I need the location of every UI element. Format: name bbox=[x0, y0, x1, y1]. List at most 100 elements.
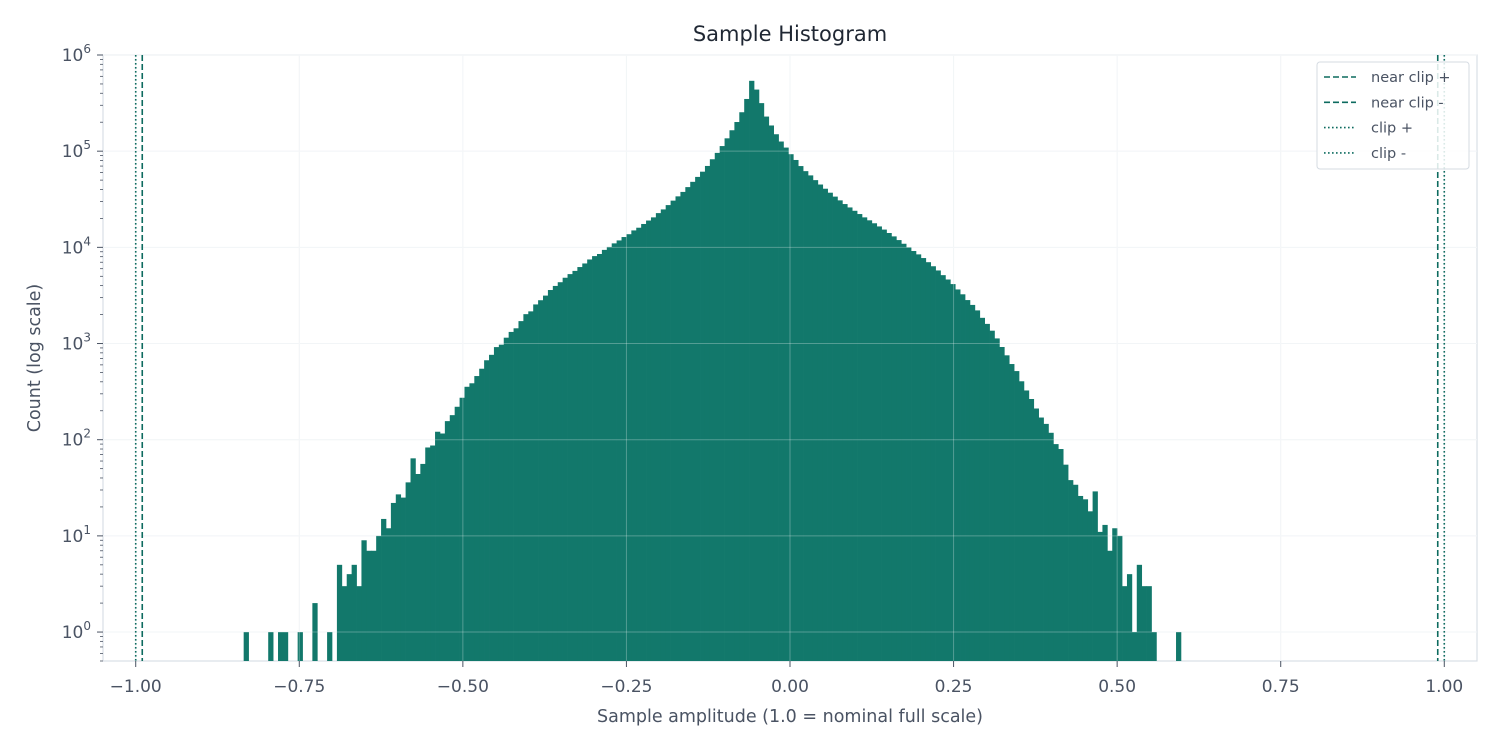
histogram-bar bbox=[719, 146, 725, 661]
histogram-bar bbox=[508, 331, 514, 661]
histogram-bar bbox=[901, 243, 907, 662]
y-tick-label: 103 bbox=[62, 331, 91, 355]
histogram-bar bbox=[557, 282, 563, 661]
histogram-bar bbox=[1028, 398, 1035, 661]
histogram-bar bbox=[587, 259, 593, 661]
histogram-bar bbox=[1033, 408, 1039, 661]
histogram-bar bbox=[376, 535, 382, 661]
histogram-bar bbox=[489, 354, 495, 661]
histogram-bar bbox=[861, 217, 868, 662]
histogram-bar bbox=[754, 89, 760, 662]
histogram-bar bbox=[690, 181, 696, 661]
histogram-bar bbox=[1087, 511, 1093, 661]
histogram-bar bbox=[685, 187, 691, 661]
histogram-bar bbox=[1151, 632, 1157, 661]
histogram-bar bbox=[793, 159, 799, 661]
chart-title: Sample Histogram bbox=[693, 22, 887, 46]
histogram-bar bbox=[798, 166, 804, 662]
histogram-bar bbox=[410, 458, 416, 661]
histogram-bar bbox=[420, 463, 426, 661]
histogram-bar bbox=[606, 246, 613, 661]
histogram-bar bbox=[969, 304, 976, 661]
histogram-bar bbox=[847, 207, 853, 661]
histogram-bar bbox=[543, 295, 549, 661]
legend-label: near clip - bbox=[1371, 95, 1444, 111]
histogram-bar bbox=[1131, 632, 1138, 661]
legend-label: clip - bbox=[1371, 146, 1406, 162]
x-tick-label: 0.00 bbox=[771, 677, 809, 697]
histogram-bar bbox=[837, 200, 843, 661]
histogram-bar bbox=[1077, 495, 1084, 661]
histogram-bar bbox=[783, 147, 789, 662]
histogram-bar bbox=[891, 236, 897, 661]
x-axis-ticks: −1.00 −0.75 −0.50 −0.25 0.00 0.25 0.50 0.75 1.00 bbox=[110, 661, 1463, 697]
histogram-bar bbox=[989, 330, 995, 661]
histogram-bar bbox=[945, 279, 951, 661]
histogram-bar bbox=[1009, 364, 1015, 661]
histogram-bar bbox=[920, 258, 927, 661]
y-tick-label: 105 bbox=[62, 138, 91, 162]
histogram-bar bbox=[430, 445, 436, 661]
histogram-bar bbox=[1023, 390, 1030, 661]
histogram-bar bbox=[523, 314, 529, 661]
histogram-bar bbox=[852, 210, 858, 661]
histogram-bar bbox=[734, 122, 740, 661]
histogram-bar bbox=[297, 632, 303, 661]
histogram-bar bbox=[449, 415, 456, 661]
histogram-bar bbox=[498, 344, 505, 661]
y-tick-label: 101 bbox=[62, 523, 91, 547]
histogram-bar bbox=[381, 518, 387, 661]
histogram-bar bbox=[356, 586, 362, 661]
histogram-bar bbox=[641, 223, 647, 661]
histogram-bar bbox=[935, 270, 941, 661]
histogram-bar bbox=[469, 383, 475, 661]
histogram-bar bbox=[979, 317, 985, 661]
histogram-bar bbox=[366, 550, 372, 661]
histogram-bar bbox=[660, 209, 667, 661]
histogram-bar bbox=[435, 431, 441, 661]
histogram-bar bbox=[807, 175, 814, 661]
histogram-bar bbox=[1141, 586, 1147, 661]
histogram-bar bbox=[1014, 371, 1020, 661]
histogram-bar bbox=[528, 311, 534, 661]
histogram-bar bbox=[1058, 449, 1064, 661]
x-tick-label: 1.00 bbox=[1425, 677, 1463, 697]
x-tick-label: −0.25 bbox=[600, 677, 652, 697]
histogram-bar bbox=[925, 262, 932, 661]
histogram-bar bbox=[621, 237, 627, 661]
histogram-bar bbox=[842, 204, 848, 661]
histogram-bar bbox=[341, 586, 348, 661]
histogram-bar bbox=[739, 112, 745, 661]
histogram-bar bbox=[611, 243, 617, 661]
histogram-bar bbox=[395, 494, 402, 661]
histogram-bar bbox=[1082, 499, 1089, 661]
histogram-bar bbox=[503, 337, 510, 661]
histogram-bar bbox=[1097, 531, 1103, 661]
histogram-bar bbox=[960, 294, 966, 661]
histogram-bar bbox=[680, 191, 686, 661]
histogram-bar bbox=[1038, 417, 1044, 661]
histogram-bar bbox=[788, 154, 794, 661]
histogram-bar bbox=[714, 152, 721, 661]
histogram-bar bbox=[700, 171, 706, 661]
histogram-bar bbox=[749, 80, 755, 661]
histogram-bar bbox=[474, 376, 480, 661]
histogram-bar bbox=[675, 196, 681, 662]
histogram-bar bbox=[832, 196, 838, 661]
x-tick-label: −0.50 bbox=[437, 677, 489, 697]
histogram-bar bbox=[1102, 524, 1108, 661]
histogram-bar bbox=[361, 540, 367, 661]
histogram-bar bbox=[533, 304, 539, 661]
histogram-bar bbox=[871, 223, 878, 661]
histogram-bar bbox=[518, 321, 524, 661]
histogram-bar bbox=[1048, 432, 1054, 661]
histogram-bar bbox=[484, 360, 490, 661]
histogram-bar bbox=[665, 205, 671, 661]
y-tick-label: 106 bbox=[62, 42, 91, 66]
histogram-bar bbox=[1019, 381, 1025, 661]
histogram-bar bbox=[994, 338, 1000, 661]
histogram-bar bbox=[439, 433, 446, 661]
histogram-bar bbox=[930, 266, 936, 661]
histogram-bar bbox=[596, 253, 603, 661]
histogram-bar bbox=[906, 247, 912, 662]
